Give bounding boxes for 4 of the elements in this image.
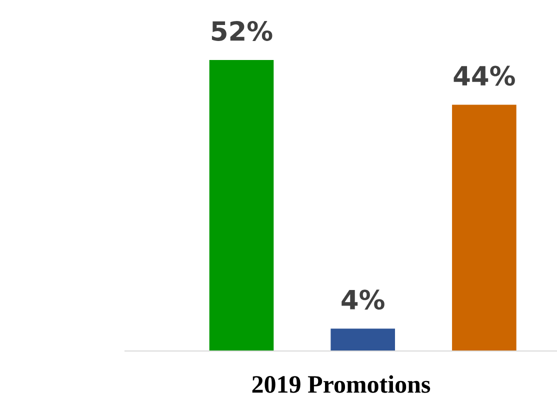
data-label: 4% <box>342 290 384 310</box>
data-label: 44% <box>454 66 515 86</box>
x-axis-title: 2019 Promotions <box>252 375 430 393</box>
data-label: 52% <box>212 20 272 41</box>
